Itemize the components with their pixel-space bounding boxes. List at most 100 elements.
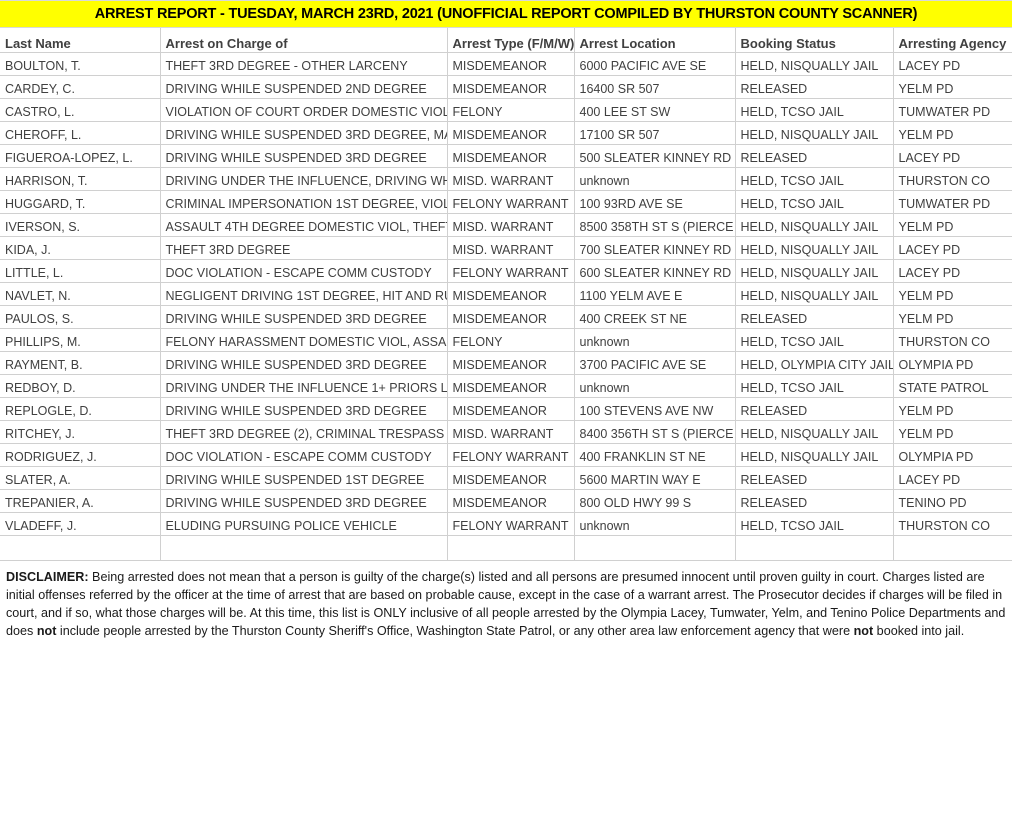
cell-arrest-location: 17100 SR 507 [574, 121, 736, 145]
table-row[interactable]: FIGUEROA-LOPEZ, L. DRIVING WHILE SUSPENDE… [0, 144, 1012, 168]
empty-cell [0, 535, 161, 561]
cell-arresting-agency: YELM PD [893, 121, 1012, 145]
table-row[interactable]: SLATER, A. DRIVING WHILE SUSPENDED 1ST DE… [0, 466, 1012, 490]
cell-arrest-type: FELONY [447, 328, 575, 352]
table-row[interactable]: LITTLE, L. DOC VIOLATION - ESCAPE COMM CU… [0, 259, 1012, 283]
table-body: BOULTON, T. THEFT 3RD DEGREE - OTHER LARC… [0, 52, 1012, 561]
cell-arrest-type: MISD. WARRANT [447, 167, 575, 191]
column-header-arrest-type: Arrest Type (F/M/W) [447, 28, 575, 53]
cell-booking-status: HELD, NISQUALLY JAIL [735, 420, 894, 444]
arrest-report-table: Last Name Arrest on Charge of Arrest Typ… [0, 28, 1012, 561]
cell-arrest-location: 6000 PACIFIC AVE SE [574, 52, 736, 76]
cell-arresting-agency: THURSTON CO [893, 328, 1012, 352]
disclaimer-text-part-2: include people arrested by the Thurston … [56, 624, 854, 638]
cell-last-name: RODRIGUEZ, J. [0, 443, 161, 467]
cell-arrest-charge: DRIVING WHILE SUSPENDED 3RD DEGREE [160, 489, 448, 513]
cell-booking-status: HELD, OLYMPIA CITY JAIL [735, 351, 894, 375]
table-row[interactable]: RODRIGUEZ, J. DOC VIOLATION - ESCAPE COMM… [0, 443, 1012, 467]
cell-arresting-agency: OLYMPIA PD [893, 351, 1012, 375]
cell-arrest-type: FELONY [447, 98, 575, 122]
cell-last-name: PHILLIPS, M. [0, 328, 161, 352]
cell-arrest-location: 500 SLEATER KINNEY RD [574, 144, 736, 168]
cell-arrest-location: 100 STEVENS AVE NW [574, 397, 736, 421]
cell-booking-status: RELEASED [735, 397, 894, 421]
cell-booking-status: HELD, TCSO JAIL [735, 98, 894, 122]
cell-booking-status: HELD, NISQUALLY JAIL [735, 121, 894, 145]
cell-arrest-type: MISDEMEANOR [447, 397, 575, 421]
table-row[interactable]: RITCHEY, J. THEFT 3RD DEGREE (2), CRIMINA… [0, 420, 1012, 444]
header-row: Last Name Arrest on Charge of Arrest Typ… [0, 28, 1012, 53]
cell-arresting-agency: LACEY PD [893, 259, 1012, 283]
cell-last-name: RAYMENT, B. [0, 351, 161, 375]
cell-booking-status: RELEASED [735, 144, 894, 168]
cell-last-name: RITCHEY, J. [0, 420, 161, 444]
table-row[interactable]: KIDA, J. THEFT 3RD DEGREE MISD. WARRANT 700… [0, 236, 1012, 260]
cell-arrest-type: MISDEMEANOR [447, 75, 575, 99]
table-row[interactable]: PHILLIPS, M. FELONY HARASSMENT DOMESTIC V… [0, 328, 1012, 352]
cell-booking-status: HELD, NISQUALLY JAIL [735, 259, 894, 283]
cell-arresting-agency: LACEY PD [893, 466, 1012, 490]
cell-last-name: SLATER, A. [0, 466, 161, 490]
table-row[interactable]: REPLOGLE, D. DRIVING WHILE SUSPENDED 3RD … [0, 397, 1012, 421]
cell-last-name: LITTLE, L. [0, 259, 161, 283]
cell-booking-status: HELD, TCSO JAIL [735, 512, 894, 536]
disclaimer-bold-not-2: not [853, 624, 874, 638]
cell-arresting-agency: LACEY PD [893, 144, 1012, 168]
table-row[interactable]: HARRISON, T. DRIVING UNDER THE INFLUENCE,… [0, 167, 1012, 191]
table-row[interactable]: TREPANIER, A. DRIVING WHILE SUSPENDED 3RD… [0, 489, 1012, 513]
table-row[interactable]: IVERSON, S. ASSAULT 4TH DEGREE DOMESTIC V… [0, 213, 1012, 237]
cell-arrest-location: 800 OLD HWY 99 S [574, 489, 736, 513]
cell-last-name: HUGGARD, T. [0, 190, 161, 214]
cell-last-name: REPLOGLE, D. [0, 397, 161, 421]
cell-arresting-agency: OLYMPIA PD [893, 443, 1012, 467]
cell-arrest-type: FELONY WARRANT [447, 443, 575, 467]
cell-arrest-type: MISDEMEANOR [447, 489, 575, 513]
cell-booking-status: RELEASED [735, 75, 894, 99]
cell-arresting-agency: YELM PD [893, 420, 1012, 444]
cell-arrest-location: 700 SLEATER KINNEY RD [574, 236, 736, 260]
cell-last-name: FIGUEROA-LOPEZ, L. [0, 144, 161, 168]
cell-arrest-type: MISDEMEANOR [447, 305, 575, 329]
cell-arrest-charge: VIOLATION OF COURT ORDER DOMESTIC VIOL [160, 98, 448, 122]
cell-arrest-charge: FELONY HARASSMENT DOMESTIC VIOL, ASSAULT… [160, 328, 448, 352]
empty-cell [735, 535, 894, 561]
empty-cell [574, 535, 736, 561]
table-row[interactable]: CARDEY, C. DRIVING WHILE SUSPENDED 2ND DE… [0, 75, 1012, 99]
empty-cell [447, 535, 575, 561]
table-row[interactable]: CASTRO, L. VIOLATION OF COURT ORDER DOMES… [0, 98, 1012, 122]
cell-arresting-agency: LACEY PD [893, 52, 1012, 76]
table-row[interactable]: RAYMENT, B. DRIVING WHILE SUSPENDED 3RD D… [0, 351, 1012, 375]
table-row[interactable]: BOULTON, T. THEFT 3RD DEGREE - OTHER LARC… [0, 52, 1012, 76]
cell-arrest-charge: DRIVING WHILE SUSPENDED 1ST DEGREE [160, 466, 448, 490]
empty-cell [893, 535, 1012, 561]
cell-booking-status: RELEASED [735, 489, 894, 513]
cell-booking-status: HELD, TCSO JAIL [735, 328, 894, 352]
table-row[interactable]: REDBOY, D. DRIVING UNDER THE INFLUENCE 1+… [0, 374, 1012, 398]
cell-arrest-type: MISDEMEANOR [447, 374, 575, 398]
cell-arresting-agency: TUMWATER PD [893, 98, 1012, 122]
table-row[interactable]: VLADEFF, J. ELUDING PURSUING POLICE VEHIC… [0, 512, 1012, 536]
cell-booking-status: RELEASED [735, 305, 894, 329]
disclaimer-bold-not-1: not [36, 624, 57, 638]
cell-arresting-agency: YELM PD [893, 75, 1012, 99]
cell-booking-status: HELD, NISQUALLY JAIL [735, 282, 894, 306]
table-row[interactable]: HUGGARD, T. CRIMINAL IMPERSONATION 1ST DE… [0, 190, 1012, 214]
cell-booking-status: HELD, NISQUALLY JAIL [735, 52, 894, 76]
cell-booking-status: HELD, TCSO JAIL [735, 374, 894, 398]
cell-last-name: REDBOY, D. [0, 374, 161, 398]
column-header-arrest-charge: Arrest on Charge of [160, 28, 448, 53]
cell-arrest-charge: DRIVING WHILE SUSPENDED 3RD DEGREE [160, 305, 448, 329]
table-row[interactable]: PAULOS, S. DRIVING WHILE SUSPENDED 3RD DE… [0, 305, 1012, 329]
cell-last-name: NAVLET, N. [0, 282, 161, 306]
disclaimer-block: DISCLAIMER: Being arrested does not mean… [0, 561, 1012, 646]
table-row-blank [0, 535, 1012, 561]
cell-arrest-charge: ELUDING PURSUING POLICE VEHICLE [160, 512, 448, 536]
table-row[interactable]: CHEROFF, L. DRIVING WHILE SUSPENDED 3RD D… [0, 121, 1012, 145]
cell-arrest-charge: DRIVING WHILE SUSPENDED 2ND DEGREE [160, 75, 448, 99]
cell-arrest-location: 100 93RD AVE SE [574, 190, 736, 214]
cell-arrest-type: MISD. WARRANT [447, 420, 575, 444]
table-row[interactable]: NAVLET, N. NEGLIGENT DRIVING 1ST DEGREE, … [0, 282, 1012, 306]
cell-arrest-location: unknown [574, 167, 736, 191]
cell-arrest-location: 400 LEE ST SW [574, 98, 736, 122]
